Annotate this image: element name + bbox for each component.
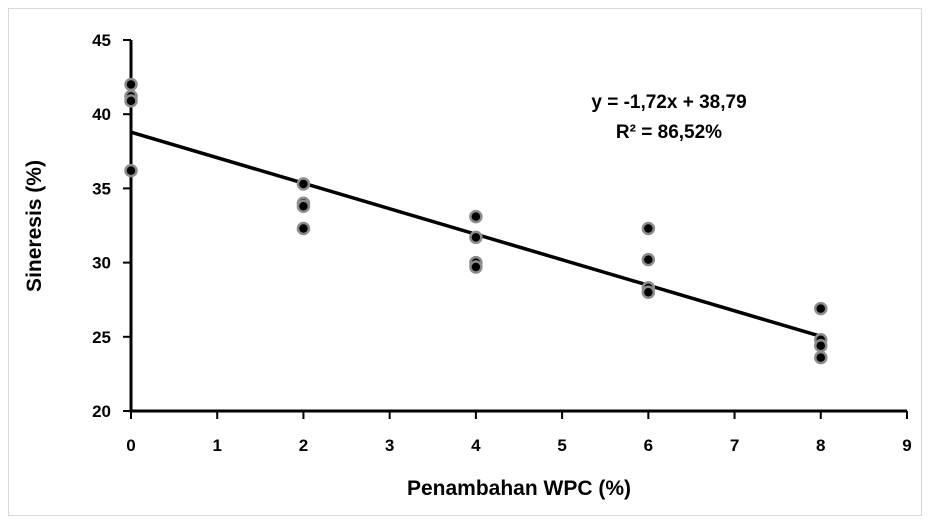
x-tick-label: 3	[385, 436, 394, 455]
x-tick-label: 4	[471, 436, 481, 455]
y-axis-title: Sineresis (%)	[23, 160, 46, 292]
x-tick-label: 7	[730, 436, 739, 455]
x-tick-label: 5	[557, 436, 566, 455]
data-point	[124, 77, 138, 92]
x-tick-label: 2	[299, 436, 308, 455]
y-tick-label: 40	[92, 105, 111, 124]
y-axis-ticks: 20 25 30 35 40 45	[92, 31, 131, 421]
data-point	[641, 221, 656, 236]
trendline-r-squared: R² = 86,52%	[616, 122, 722, 143]
data-point	[814, 338, 828, 353]
data-point	[124, 94, 138, 108]
x-tick-label: 0	[126, 436, 135, 455]
data-point	[469, 209, 483, 224]
data-point	[296, 177, 311, 191]
data-point	[641, 285, 656, 300]
chart-frame	[8, 8, 922, 516]
data-point	[469, 230, 483, 245]
data-point	[296, 199, 311, 213]
data-points	[124, 77, 828, 365]
x-axis-ticks: 0 1 2 3 4 5 6 7 8 9	[126, 411, 912, 455]
data-point	[641, 252, 656, 267]
x-tick-label: 6	[644, 436, 653, 455]
y-tick-label: 20	[92, 402, 111, 421]
x-tick-label: 8	[816, 436, 825, 455]
trendline-equation: y = -1,72x + 38,79	[591, 92, 746, 113]
x-tick-label: 1	[212, 436, 221, 455]
y-tick-label: 25	[92, 328, 111, 347]
x-axis-title: Penambahan WPC (%)	[407, 477, 631, 500]
data-point	[124, 163, 138, 178]
data-point	[296, 221, 311, 236]
data-point	[469, 260, 483, 274]
y-tick-label: 30	[92, 254, 111, 273]
y-tick-label: 45	[92, 31, 111, 50]
data-point	[814, 301, 828, 316]
y-tick-label: 35	[92, 179, 111, 198]
data-point	[814, 350, 828, 365]
x-tick-label: 9	[902, 436, 911, 455]
